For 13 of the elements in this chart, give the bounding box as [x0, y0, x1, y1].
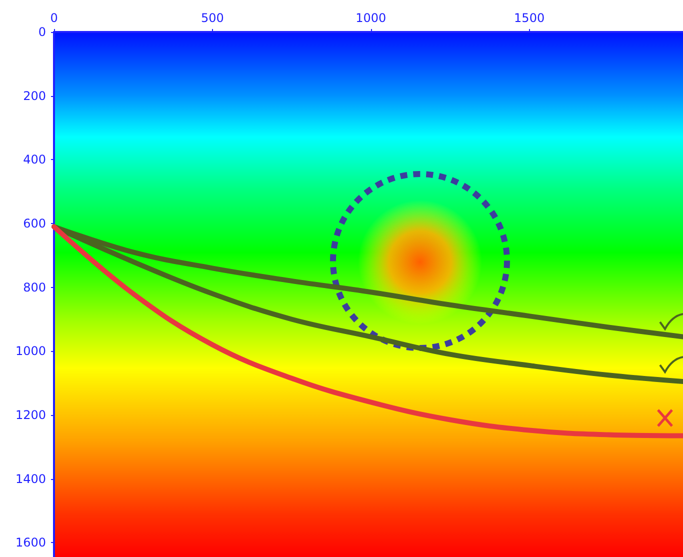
x-tick-label: 500	[200, 11, 224, 25]
y-tick-label: 1400	[15, 472, 46, 486]
x-tick-label: 1500	[514, 11, 545, 25]
y-tick-label: 0	[38, 25, 46, 39]
y-tick-label: 1200	[15, 408, 46, 422]
y-tick-label: 1600	[15, 536, 46, 550]
y-tick-label: 1000	[15, 344, 46, 358]
y-tick-label: 600	[23, 216, 46, 230]
y-tick-label: 800	[23, 280, 46, 294]
x-tick-label: 0	[50, 11, 58, 25]
x-tick-label: 1000	[356, 11, 386, 25]
y-tick-label: 200	[23, 88, 46, 103]
y-tick-label: 400	[23, 152, 46, 167]
